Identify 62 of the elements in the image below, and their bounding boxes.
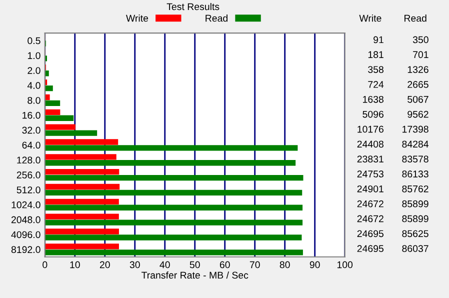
text: 2665 [408, 81, 428, 88]
text: 85899 [402, 215, 428, 222]
y-tick-label: 8192.0 [11, 246, 40, 254]
y-tick-label: 8.0 [28, 96, 40, 104]
text: 1638 [363, 96, 384, 103]
y-tick-label: 4.0 [27, 82, 40, 89]
text: 85899 [402, 200, 428, 208]
y-tick-label: 32.0 [22, 126, 40, 134]
text: 83578 [402, 156, 428, 163]
text: 1326 [408, 66, 428, 73]
text: 24672 [357, 200, 384, 208]
x-tick-label: 40 [160, 261, 170, 268]
text: 701 [413, 51, 428, 58]
text: 5096 [362, 110, 384, 118]
x-tick-label: 50 [190, 261, 200, 268]
text: 86037 [402, 245, 428, 252]
y-tick-label: 1.0 [28, 52, 40, 60]
chart-title: Test Results [166, 2, 220, 10]
text: 358 [368, 66, 384, 73]
text: 17398 [402, 126, 428, 133]
text: 724 [368, 81, 384, 88]
text: 85762 [402, 185, 428, 192]
x-tick-label: 20 [100, 261, 110, 268]
text: 84284 [402, 140, 429, 148]
y-tick-label: 1024.0 [12, 201, 40, 208]
text: 24408 [357, 140, 384, 148]
y-tick-label: 4096.0 [11, 231, 40, 238]
x-tick-label: 60 [220, 261, 230, 268]
y-tick-label: 512.0 [16, 186, 40, 194]
y-tick-label: 64.0 [22, 142, 40, 149]
x-tick-label: 30 [130, 261, 140, 268]
x-axis-title: Transfer Rate - MB / Sec [142, 271, 248, 279]
y-tick-label: 128.0 [17, 156, 40, 164]
text: 24901 [357, 185, 384, 192]
text: Write [359, 14, 382, 22]
text: Read [404, 14, 426, 22]
text: 91 [374, 36, 384, 44]
text: 85625 [402, 230, 428, 238]
x-tick-label: 90 [310, 261, 320, 268]
text: 24695 [357, 230, 384, 238]
text: 350 [412, 36, 428, 44]
x-tick-label: 0 [42, 261, 48, 268]
text: 10176 [358, 126, 384, 133]
x-tick-label: 100 [337, 261, 353, 268]
legend-label: Read [206, 14, 228, 22]
x-tick-label: 10 [70, 261, 80, 268]
x-tick-label: 80 [280, 261, 290, 268]
text: 24695 [357, 245, 384, 252]
text: 86133 [402, 170, 428, 178]
legend-label: Write [126, 14, 148, 22]
x-tick-label: 70 [250, 261, 260, 268]
text: 5067 [408, 96, 428, 103]
y-tick-label: 2.0 [28, 67, 40, 74]
y-tick-label: 0.5 [28, 37, 40, 44]
y-tick-label: 256.0 [16, 172, 40, 178]
text: 23831 [357, 156, 384, 163]
text: 9562 [408, 110, 428, 118]
y-tick-label: 2048.0 [11, 216, 40, 224]
text: 181 [368, 51, 384, 58]
text: 24753 [357, 170, 384, 178]
text: 24672 [357, 215, 384, 222]
y-tick-label: 16.0 [22, 112, 40, 119]
